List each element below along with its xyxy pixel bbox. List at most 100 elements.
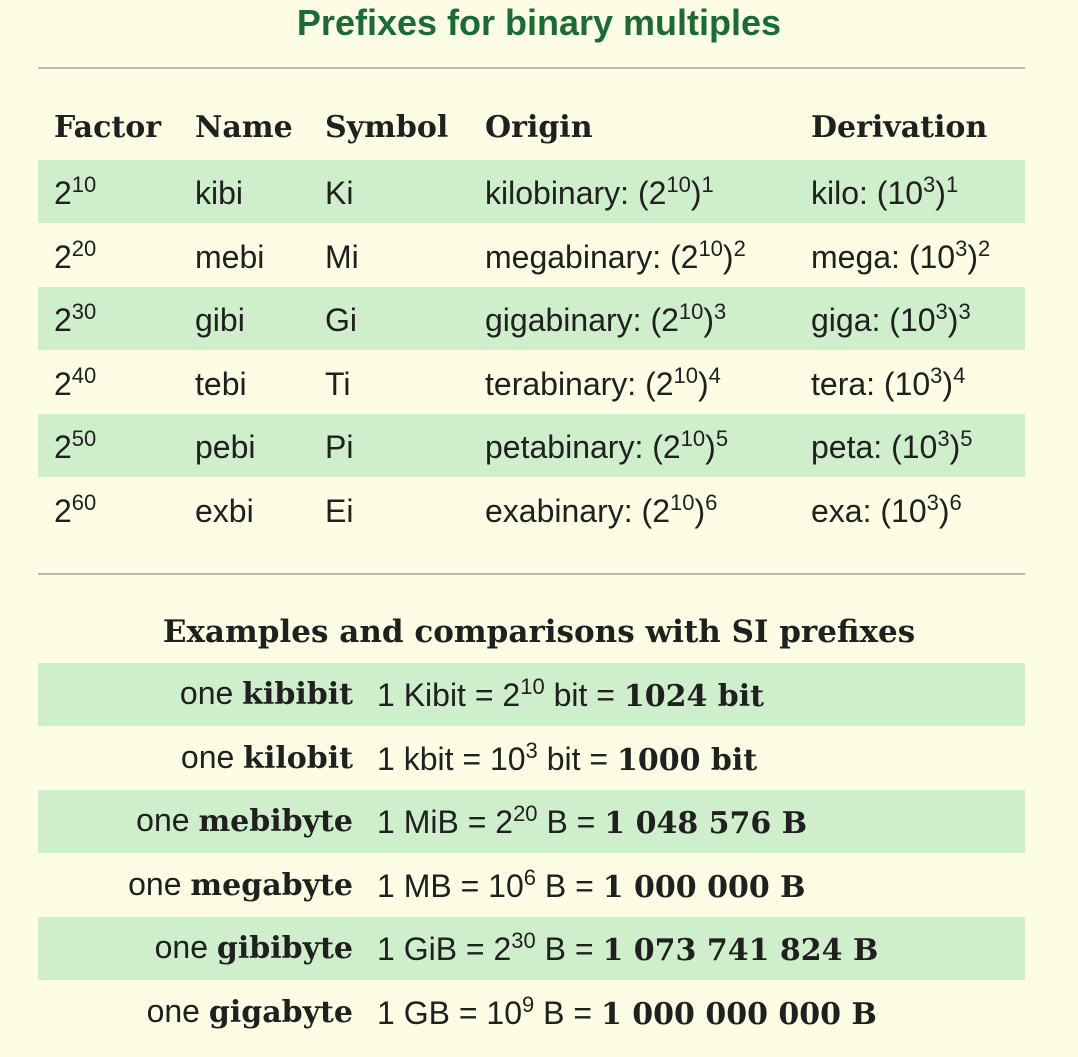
cell: Pi <box>325 416 353 479</box>
text: pebi <box>195 429 256 465</box>
cell: terabinary: (210)4 <box>485 353 721 419</box>
example-label: one megabyte <box>128 853 353 917</box>
cell: gibi <box>195 289 245 352</box>
cell: megabinary: (210)2 <box>485 226 746 292</box>
text: one <box>146 992 209 1029</box>
superscript: 30 <box>71 299 97 324</box>
row-band <box>38 917 1025 980</box>
text: ) <box>947 302 959 338</box>
bold-text: 1 048 576 B <box>604 806 808 841</box>
row-band <box>38 160 1025 223</box>
bold-text: gibibyte <box>216 931 353 966</box>
text: ) <box>967 238 978 275</box>
cell: peta: (103)5 <box>811 416 972 482</box>
text: ) <box>942 365 954 402</box>
text: exabinary: (2 <box>485 492 670 529</box>
superscript: 1 <box>945 172 959 197</box>
column-header: Derivation <box>811 110 988 145</box>
text: petabinary: (2 <box>485 429 681 465</box>
superscript: 30 <box>511 928 536 953</box>
bold-text: 1 073 741 824 B <box>602 933 879 968</box>
example-value: 1 GiB = 230 B = 1 073 741 824 B <box>377 918 878 984</box>
superscript: 3 <box>525 737 538 763</box>
cell: 230 <box>54 289 96 355</box>
cell: gigabinary: (210)3 <box>485 289 726 355</box>
superscript: 10 <box>673 362 699 388</box>
cell: kibi <box>195 162 243 225</box>
text: bit = <box>537 740 617 777</box>
bold-text: 1 000 000 B <box>602 869 806 905</box>
text: tera: (10 <box>811 365 931 402</box>
superscript: 20 <box>513 801 538 826</box>
text: 2 <box>54 238 72 275</box>
row-band <box>38 663 1025 726</box>
superscript: 10 <box>698 235 723 261</box>
cell: 240 <box>54 353 96 419</box>
superscript: 9 <box>521 991 535 1017</box>
cell: pebi <box>195 416 256 479</box>
cell: kilo: (103)1 <box>811 162 958 228</box>
superscript: 50 <box>71 426 97 451</box>
superscript: 3 <box>958 299 971 324</box>
text: ) <box>949 429 961 465</box>
superscript: 40 <box>71 362 97 388</box>
text: 2 <box>54 302 72 338</box>
title: Prefixes for binary multiples <box>296 2 782 43</box>
text: ) <box>698 365 709 402</box>
cell: Ti <box>325 353 350 416</box>
row-band <box>38 790 1025 853</box>
text: 1 Kibit = 2 <box>377 677 521 713</box>
text: B = <box>534 994 601 1031</box>
text: 2 <box>54 175 72 211</box>
text: B = <box>537 804 605 840</box>
superscript: 10 <box>680 426 706 451</box>
example-value: 1 GB = 109 B = 1 000 000 000 B <box>377 982 877 1048</box>
column-header: Symbol <box>325 110 449 145</box>
text: B = <box>535 931 603 967</box>
bold-text: kilobit <box>243 740 353 776</box>
text: Ei <box>325 492 354 529</box>
text: B = <box>536 867 603 904</box>
superscript: 10 <box>71 172 97 197</box>
superscript: 6 <box>949 489 962 515</box>
text: exa: (10 <box>811 492 927 529</box>
text: mebi <box>195 238 265 275</box>
text: one <box>136 802 199 838</box>
text: 2 <box>54 365 72 402</box>
text: Ti <box>325 365 351 402</box>
text: exbi <box>195 492 254 529</box>
cell: petabinary: (210)5 <box>485 416 728 482</box>
text: ) <box>722 238 734 275</box>
superscript: 10 <box>678 299 704 324</box>
bold-text: gigabyte <box>208 994 353 1030</box>
text: ) <box>690 175 702 211</box>
superscript: 60 <box>71 489 97 515</box>
cell: tebi <box>195 353 247 416</box>
cell: 250 <box>54 416 96 482</box>
superscript: 20 <box>71 235 97 261</box>
example-label: one mebibyte <box>136 789 353 853</box>
example-value: 1 kbit = 103 bit = 1000 bit <box>377 728 757 794</box>
text: terabinary: (2 <box>485 365 674 402</box>
text: Mi <box>325 238 359 275</box>
text: 1 GiB = 2 <box>377 931 512 967</box>
row-band <box>38 414 1025 477</box>
superscript: 5 <box>960 426 973 451</box>
superscript: 3 <box>930 362 943 388</box>
superscript: 10 <box>669 489 695 515</box>
superscript: 5 <box>715 426 729 451</box>
divider <box>38 573 1025 575</box>
superscript: 10 <box>520 674 545 699</box>
superscript: 10 <box>666 172 691 197</box>
text: 1 GB = 10 <box>377 994 522 1031</box>
text: ) <box>705 429 716 465</box>
superscript: 3 <box>955 235 968 261</box>
bold-text: 1024 bit <box>623 679 765 714</box>
text: ) <box>935 175 946 211</box>
column-header: Factor <box>54 110 162 145</box>
text: Ki <box>325 175 354 211</box>
cell: kilobinary: (210)1 <box>485 162 714 228</box>
column-header: Origin <box>485 110 593 145</box>
text: mega: (10 <box>811 238 956 275</box>
